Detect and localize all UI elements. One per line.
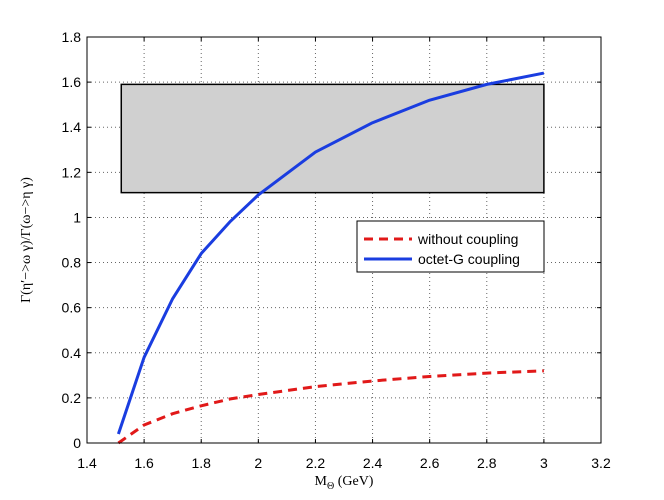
x-tick-label-3: 2 xyxy=(254,455,262,471)
y-tick-label-1: 0.2 xyxy=(62,390,82,406)
y-tick-label-7: 1.4 xyxy=(62,119,82,135)
plot-area-frame xyxy=(86,36,602,444)
y-tick-label-8: 1.6 xyxy=(62,74,82,90)
series-line-octet-g-coupling xyxy=(116,71,545,435)
y-tick-label-5: 1 xyxy=(73,209,81,225)
y-tick-label-0: 0 xyxy=(73,435,81,451)
series-line-without-coupling xyxy=(117,369,544,445)
x-tick-label-4: 2.2 xyxy=(306,455,326,471)
x-tick-label-1: 1.6 xyxy=(134,455,154,471)
legend-label-without-coupling: without coupling xyxy=(417,231,518,247)
x-tick-label-6: 2.6 xyxy=(420,455,440,471)
y-axis-label: Γ(η′−>ω γ)/Γ(ω−>η γ) xyxy=(19,177,34,303)
shaded-band xyxy=(120,83,545,194)
x-tick-label-5: 2.4 xyxy=(363,455,383,471)
svg-text:MΘ (GeV): MΘ (GeV) xyxy=(315,474,374,492)
x-axis-label-unit: (GeV) xyxy=(334,474,374,489)
y-tick-label-9: 1.8 xyxy=(62,29,82,45)
axis-ticks: 1.4 1.6 1.8 2 2.2 2.4 2.6 2.8 3 3.2 0 0.2 0.4 0.6 0.8 1… xyxy=(62,29,611,471)
y-tick-label-2: 0.4 xyxy=(62,345,82,361)
x-axis-label: MΘ (GeV) xyxy=(315,474,374,492)
y-tick-label-4: 0.8 xyxy=(62,255,82,271)
y-tick-label-6: 1.2 xyxy=(62,164,82,180)
legend-box xyxy=(356,220,545,273)
x-axis-label-subscript: Θ xyxy=(327,481,334,492)
x-tick-label-7: 2.8 xyxy=(477,455,497,471)
legend-label-octet-g-coupling: octet-G coupling xyxy=(418,251,520,267)
x-tick-label-0: 1.4 xyxy=(77,455,97,471)
x-tick-label-8: 3 xyxy=(540,455,548,471)
shaded-band-layer xyxy=(120,83,545,194)
x-axis-label-text: M xyxy=(315,474,328,489)
y-tick-label-3: 0.6 xyxy=(62,300,82,316)
x-tick-label-9: 3.2 xyxy=(591,455,611,471)
x-tick-label-2: 1.8 xyxy=(191,455,211,471)
series-lines xyxy=(116,71,545,445)
legend: without coupling octet-G coupling xyxy=(356,220,545,273)
